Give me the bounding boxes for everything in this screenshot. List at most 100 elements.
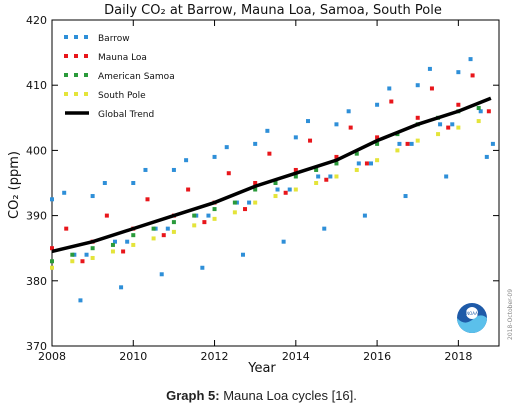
american-samoa-point [476,106,481,111]
south-pole-point [476,119,481,124]
south-pole-point [50,265,54,270]
south-pole-point [131,242,136,247]
legend-swatch [74,73,78,77]
x-axis-label: Year [247,361,276,376]
south-pole-point [436,132,441,137]
barrow-point [125,239,130,244]
barrow-point [322,226,327,231]
global-trend-line [51,96,492,254]
american-samoa-point [232,200,237,205]
barrow-point [306,119,311,124]
x-tick-label: 2012 [201,350,229,363]
chart-title: Daily CO₂ at Barrow, Mauna Loa, Samoa, S… [104,3,442,18]
barrow-point [72,252,77,257]
american-samoa-point [375,141,380,146]
barrow-point [444,174,449,179]
american-samoa-point [151,226,156,231]
barrow-point [409,141,414,146]
barrow-point [362,213,367,218]
barrow-point [316,174,321,179]
x-tick-label: 2008 [38,350,66,363]
barrow-point [293,135,298,140]
south-pole-point [354,167,359,172]
south-pole-point [232,210,237,215]
caption-label: Graph 5: [166,388,220,403]
mauna-loa-point [186,187,191,192]
barrow-point [153,226,158,231]
mauna-loa-point [348,125,353,130]
mauna-loa-point [405,141,410,146]
south-pole-point [334,174,339,179]
south-pole-point [110,249,115,254]
mauna-loa-point [429,86,434,91]
american-samoa-point [354,151,359,156]
barrow-point [131,181,136,185]
legend-swatch [84,54,88,58]
legend-swatch [74,92,78,96]
barrow-point [200,265,205,270]
barrow-point [281,239,286,244]
x-tick-label: 2010 [119,350,147,363]
barrow-point [90,194,95,199]
american-samoa-point [273,181,278,185]
mauna-loa-point [446,125,451,130]
legend-swatch [74,54,78,58]
barrow-point [387,86,392,91]
american-samoa-point [253,187,258,192]
mauna-loa-point [486,109,491,114]
barrow-point [212,154,217,159]
co2-chart: Daily CO₂ at Barrow, Mauna Loa, Samoa, S… [7,3,514,376]
caption-text: Mauna Loa cycles [16]. [219,388,357,403]
mauna-loa-point [80,259,85,264]
barrow-point [62,190,67,195]
x-tick-label: 2016 [363,350,391,363]
south-pole-point [293,187,298,192]
x-axis: 2008 2010 2012 2014 2016 2018 [38,20,472,363]
american-samoa-point [334,161,339,166]
south-pole-point [415,138,420,143]
mauna-loa-point [202,220,207,225]
barrow-point [375,102,380,107]
american-samoa-point [212,207,217,212]
mauna-loa-point [456,102,461,107]
legend: Barrow Mauna Loa American Samoa South Pole G… [64,34,175,120]
mauna-loa-point [334,154,339,159]
american-samoa-point [314,167,319,172]
south-pole-point [456,125,461,130]
legend-label: American Samoa [98,72,175,82]
american-samoa-point [192,213,197,218]
y-tick-label: 390 [26,210,47,223]
barrow-point [206,213,211,218]
barrow-point [253,141,258,146]
barrow-point [346,109,351,114]
barrow-point [490,141,495,146]
y-axis-label: CO₂ (ppm) [7,151,22,219]
south-pole-point [212,216,217,221]
barrow-point [265,128,270,133]
south-pole-point [375,158,380,163]
american-samoa-point [171,220,176,225]
mauna-loa-point [121,249,126,254]
barrow-point [328,174,333,179]
legend-label: Mauna Loa [98,53,147,63]
barrow-point [484,154,489,159]
barrow-point [468,57,473,62]
barrow-point [397,141,402,146]
south-pole-point [171,229,176,234]
barrow-point [356,161,361,166]
south-pole-point [70,259,75,264]
barrow-point [234,200,239,205]
legend-swatch [84,73,88,77]
american-samoa-point [70,252,75,257]
y-tick-label: 400 [26,144,47,157]
noaa-logo: NOAA [457,303,487,333]
barrow-point [247,200,252,205]
barrow-point [478,109,483,114]
x-tick-label: 2014 [282,350,310,363]
mauna-loa-point [145,197,150,202]
mauna-loa-point [64,226,69,231]
mauna-loa-point [364,161,369,166]
barrow-point [112,239,117,244]
mauna-loa-point [375,135,380,140]
mauna-loa-point [50,246,54,251]
